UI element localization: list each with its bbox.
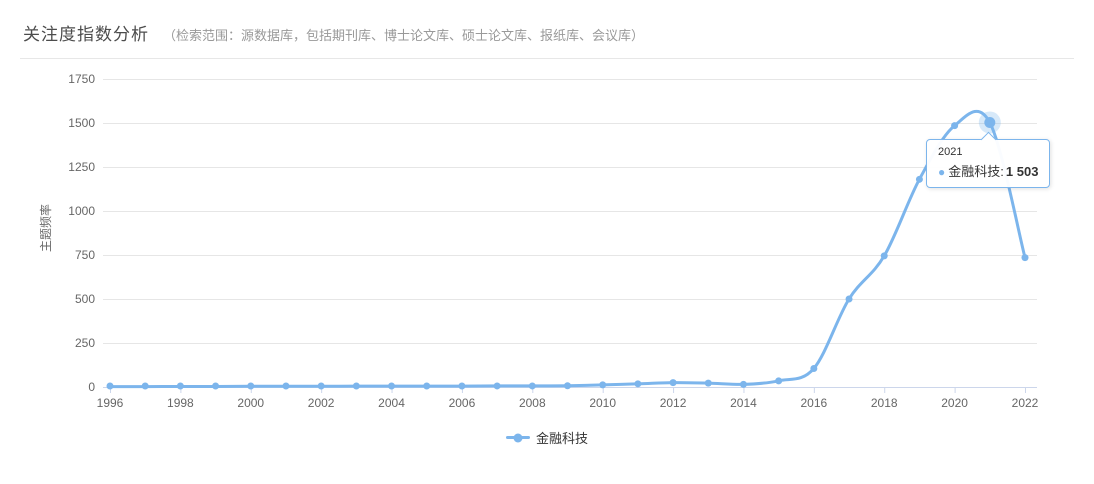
data-point[interactable] (493, 382, 501, 390)
legend-item-fintech[interactable]: 金融科技 (505, 428, 588, 447)
data-point[interactable] (352, 382, 360, 390)
data-point[interactable] (212, 382, 220, 390)
x-axis-tick-label: 2020 (941, 396, 968, 410)
legend-label: 金融科技 (535, 431, 588, 446)
x-axis-tick-label: 2008 (518, 396, 546, 410)
data-point[interactable] (775, 377, 783, 385)
data-point[interactable] (915, 175, 923, 183)
data-point[interactable] (458, 382, 466, 390)
attention-index-chart: 0 250 500 750 1000 1250 1500 1750 1996 1998 2000 2… (0, 59, 1094, 484)
x-axis-tick-label: 2002 (307, 396, 335, 410)
x-axis-tick-label: 2006 (448, 396, 476, 410)
series-dot-icon: ● (938, 165, 946, 179)
data-point[interactable] (1021, 254, 1029, 262)
y-axis-tick-label: 1500 (68, 116, 95, 130)
x-axis-tick-label: 2016 (800, 396, 828, 410)
chart-canvas (103, 79, 1037, 393)
data-point[interactable] (247, 382, 255, 390)
series-line (108, 109, 1027, 389)
x-axis-tick-label: 2022 (1011, 396, 1039, 410)
data-point[interactable] (423, 382, 431, 390)
x-axis-tick-label: 2004 (378, 396, 405, 410)
page-header: 关注度指数分析 （检索范围：源数据库，包括期刊库、博士论文库、硕士论文库、报纸库、… (20, 0, 1074, 59)
tooltip: 2021 ● 金融科技: 1 503 (926, 131, 1051, 188)
y-axis-tick-label: 1000 (68, 204, 95, 218)
x-axis-tick-label: 2012 (659, 396, 687, 410)
data-point[interactable] (880, 252, 888, 260)
tooltip-year: 2021 (938, 146, 963, 158)
x-axis-tick-label: 1998 (167, 396, 194, 410)
line-marker-icon (505, 436, 530, 439)
data-point[interactable] (141, 382, 149, 390)
y-axis-tick-label: 750 (74, 248, 95, 262)
data-point[interactable] (564, 382, 571, 390)
page-subtitle: （检索范围：源数据库，包括期刊库、博士论文库、硕士论文库、报纸库、会议库） (163, 28, 645, 43)
tooltip-series-name: 金融科技 (948, 164, 1001, 179)
x-axis-tick-label: 2010 (589, 396, 617, 410)
data-point[interactable] (599, 381, 607, 389)
x-axis-tick-label: 1996 (96, 396, 124, 410)
tooltip-separator: : (1000, 164, 1004, 179)
data-point[interactable] (317, 382, 325, 390)
data-point[interactable] (634, 380, 642, 388)
x-axis-tick-label: 2000 (237, 396, 265, 410)
tooltip-row: ● 金融科技: 1 503 (938, 161, 1038, 180)
data-point[interactable] (704, 379, 712, 387)
x-axis-tick-label: 2018 (870, 396, 898, 410)
data-point[interactable] (669, 379, 677, 387)
data-point-highlight[interactable] (984, 116, 996, 128)
y-axis-title: 主题频率 (39, 204, 53, 253)
y-axis-tick-label: 250 (74, 336, 95, 350)
data-point[interactable] (528, 382, 536, 390)
data-point[interactable] (176, 382, 184, 390)
data-point[interactable] (951, 122, 959, 130)
tooltip-value: 1 503 (1005, 164, 1039, 179)
legend: 金融科技 (0, 428, 1094, 447)
data-point[interactable] (388, 382, 396, 390)
data-point[interactable] (739, 380, 747, 388)
data-point[interactable] (845, 295, 853, 303)
data-point[interactable] (106, 382, 114, 390)
page-title: 关注度指数分析 (23, 25, 149, 44)
x-axis-tick-label: 2014 (730, 396, 757, 410)
data-point[interactable] (282, 382, 290, 390)
y-axis-tick-label: 1250 (68, 160, 95, 174)
y-axis-tick-label: 500 (74, 292, 95, 306)
y-axis-tick-label: 1750 (68, 72, 95, 86)
data-point[interactable] (810, 365, 818, 373)
y-axis-tick-label: 0 (88, 380, 95, 394)
